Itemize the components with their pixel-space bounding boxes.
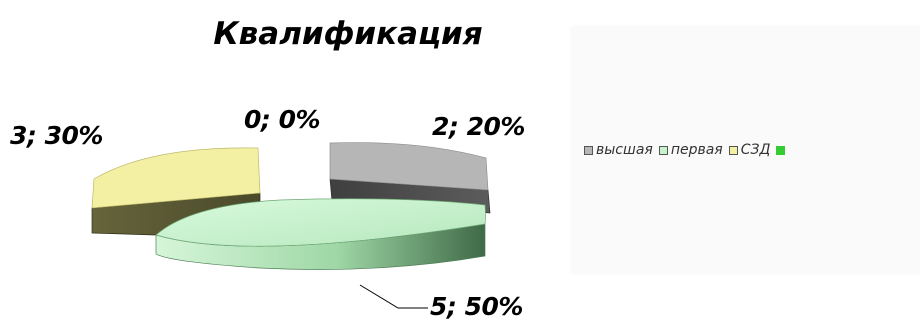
data-label-pervaya: 5; 50%	[430, 292, 523, 321]
chart-title: Квалификация	[213, 16, 483, 52]
pie-slice-pervaya	[155, 198, 486, 247]
data-label-szd: 3; 30%	[10, 121, 103, 150]
legend-label-vysshaya: высшая	[596, 142, 653, 158]
legend-swatch-szd	[728, 145, 738, 155]
legend-item-vysshaya: высшая	[584, 142, 653, 158]
pie-chart	[91, 142, 491, 309]
pie-slice-vysshaya	[329, 142, 489, 191]
legend-label-pervaya: первая	[670, 142, 723, 158]
legend-swatch-fourth	[776, 145, 786, 155]
pie-slice-szd	[91, 147, 261, 209]
legend: высшая первая СЗД	[572, 27, 920, 273]
legend-swatch-pervaya	[658, 145, 668, 155]
legend-label-szd: СЗД	[740, 142, 771, 158]
legend-swatch-vysshaya	[584, 145, 593, 155]
data-label-vysshaya: 2; 20%	[432, 112, 525, 141]
data-label-zero: 0; 0%	[244, 105, 321, 134]
legend-item-pervaya: первая	[658, 142, 723, 158]
leader-line-pervaya	[359, 284, 428, 309]
legend-item-fourth	[776, 145, 788, 155]
legend-item-szd: СЗД	[728, 142, 771, 158]
legend-row: высшая первая СЗД	[584, 141, 794, 159]
